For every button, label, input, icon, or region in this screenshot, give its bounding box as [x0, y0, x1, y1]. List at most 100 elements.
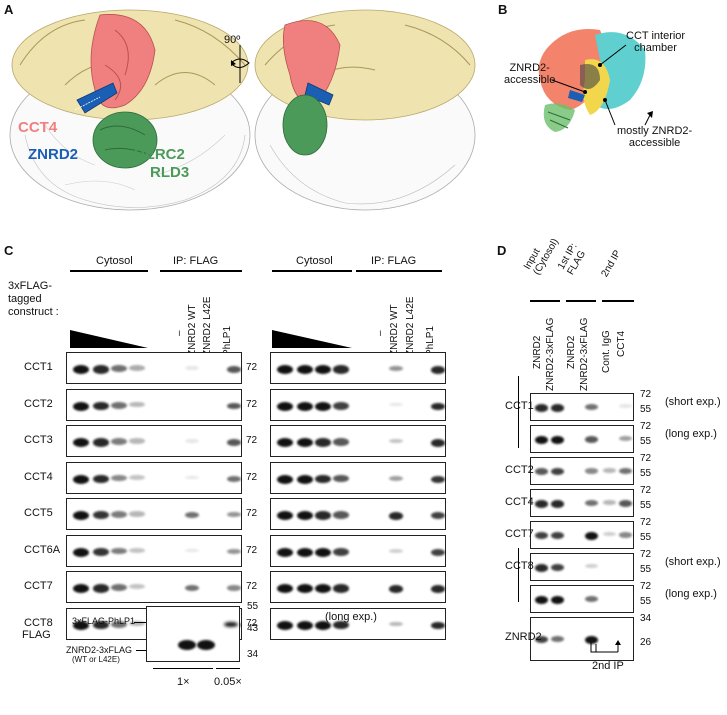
d-line-ip1: [566, 300, 596, 302]
c-row-mw: 72: [246, 398, 258, 410]
c-right-ip-line: [356, 270, 442, 272]
c-flag-annot-znrd2: ZNRD2-3xFLAG: [66, 645, 133, 655]
d-row-mw: 55: [640, 532, 652, 543]
d-row-mw: 55: [640, 564, 652, 575]
c-load-line-1: [153, 668, 213, 669]
c-row-mw: 72: [246, 435, 258, 446]
c-lane-1: –: [174, 330, 185, 336]
d-header-ip1: 1st IP: FLAG: [555, 241, 589, 277]
c-blot-right-cct1: [270, 352, 446, 384]
c-blot-left-cct5: [66, 498, 242, 530]
c-flag-mw-34: 34: [247, 649, 259, 660]
d-row-label: CCT8: [505, 560, 534, 572]
c-load-line-2: [216, 668, 240, 669]
right-structure: [254, 9, 476, 211]
label-znrd2: ZNRD2: [28, 146, 79, 163]
d-row-mw: 55: [640, 596, 652, 607]
d-lane-4: ZNRD2-3xFLAG: [579, 317, 590, 391]
c-row-mw: 72: [246, 362, 258, 373]
d-line-input: [530, 300, 560, 302]
panel-c-letter: C: [4, 243, 14, 258]
d-row-label: CCT2: [505, 464, 534, 476]
c-right-cytosol: Cytosol: [296, 255, 333, 267]
c-blot-right-cct3: [270, 425, 446, 457]
c-load-1x: 1×: [177, 676, 190, 688]
c-blot-right-cct6a: [270, 534, 446, 567]
d-lane-5: Cont. IgG: [601, 330, 612, 373]
c-row-mw: 72: [246, 471, 258, 483]
c-blot-left-cct7: [66, 571, 242, 603]
d-row-mw: 72: [640, 581, 652, 592]
d-blot-row-0: [530, 393, 634, 421]
c-blot-right-cct8: [270, 607, 446, 640]
c-blot-right-cct4: [270, 461, 446, 494]
c-row-label-cct4: CCT4: [24, 470, 53, 483]
c-load-005x: 0.05×: [214, 676, 242, 688]
c-lane-2: ZNRD2 WT: [187, 304, 198, 356]
label-interior-chamber: CCT interior chamber: [626, 30, 686, 54]
d-blot-row-1: [530, 425, 634, 453]
d-row-mw: 55: [640, 500, 652, 511]
c-gradient-right: [272, 330, 352, 348]
c-row-mw: 72: [246, 508, 258, 519]
c-row-label-cct7: CCT7: [24, 580, 53, 592]
c-rlane-2: ZNRD2 WT: [389, 304, 400, 356]
d-row-mw: 26: [640, 637, 652, 648]
c-flag-tick-2: [136, 650, 146, 651]
label-znrd2-accessible: ZNRD2- accessible: [504, 62, 556, 86]
c-row-label-cct5: CCT5: [24, 507, 53, 519]
d-blot-row-6: [530, 585, 634, 613]
c-blot-left-cct1: [66, 352, 242, 384]
c-gradient-left: [70, 330, 148, 348]
label-rld3: RLD3: [150, 164, 190, 181]
d-header-ip2: 2nd IP: [599, 248, 624, 279]
d-header-input: Input (Cytosol): [521, 236, 562, 277]
d-row-mw: 34: [640, 613, 652, 624]
label-herc2: HERC2: [134, 146, 185, 163]
d-row-label: CCT1: [505, 400, 534, 412]
c-left-cytosol: Cytosol: [96, 255, 133, 267]
c-blot-left-cct3: [66, 425, 242, 457]
c-blot-left-cct2: [66, 388, 242, 421]
d-row-label: CCT7: [505, 528, 534, 540]
d-2nd-ip-bracket: [590, 640, 621, 653]
pointer-mostly: [603, 98, 653, 126]
c-right-ip: IP: FLAG: [371, 255, 417, 267]
c-flag-annot-znrd2-sub: (WT or L42E): [72, 655, 120, 664]
c-row-mw: 72: [246, 581, 258, 592]
c-blot-left-cct6a: [66, 534, 242, 567]
d-lane-3: ZNRD2: [566, 335, 577, 369]
c-left-ip: IP: FLAG: [173, 255, 219, 267]
panel-b-surface: [538, 29, 646, 132]
c-row-mw: 72: [246, 617, 258, 629]
panel-a-structures: [9, 9, 476, 211]
d-blot-row-2: [530, 457, 634, 485]
c-rlane-1: –: [375, 330, 386, 336]
d-row-note: (long exp.): [665, 588, 717, 600]
d-row-mw: 55: [640, 404, 652, 415]
c-blot-left-cct4: [66, 461, 242, 494]
d-row-label: CCT4: [505, 496, 534, 508]
d-row-mw: 55: [640, 468, 652, 479]
d-lane-1: ZNRD2: [532, 335, 543, 369]
c-blot-right-cct5: [270, 498, 446, 530]
d-blot-row-5: [530, 553, 634, 581]
label-mostly-accessible: mostly ZNRD2- accessible: [617, 125, 693, 149]
c-blot-right-cct2: [270, 388, 446, 421]
d-row-mw: 72: [640, 549, 652, 560]
d-row-note: (short exp.): [665, 556, 721, 568]
c-right-cytosol-line: [272, 270, 352, 272]
c-blot-right-cct7: [270, 571, 446, 603]
panel-b-letter: B: [498, 2, 508, 17]
c-lane-3: ZNRD2 L42E: [202, 296, 213, 356]
d-blot-row-7: [530, 617, 634, 661]
rotation-label: 90º: [224, 34, 241, 46]
c-row-label-cct8: CCT8: [24, 616, 53, 629]
rotation-arrow-icon: [230, 45, 250, 83]
d-row-mw: 72: [640, 389, 652, 400]
panel-d-letter: D: [497, 243, 507, 258]
c-flag-mw-43: 43: [247, 623, 259, 634]
c-flag-label: FLAG: [22, 629, 51, 641]
c-flag-tick-1: [134, 622, 146, 623]
d-row-mw: 72: [640, 453, 652, 464]
